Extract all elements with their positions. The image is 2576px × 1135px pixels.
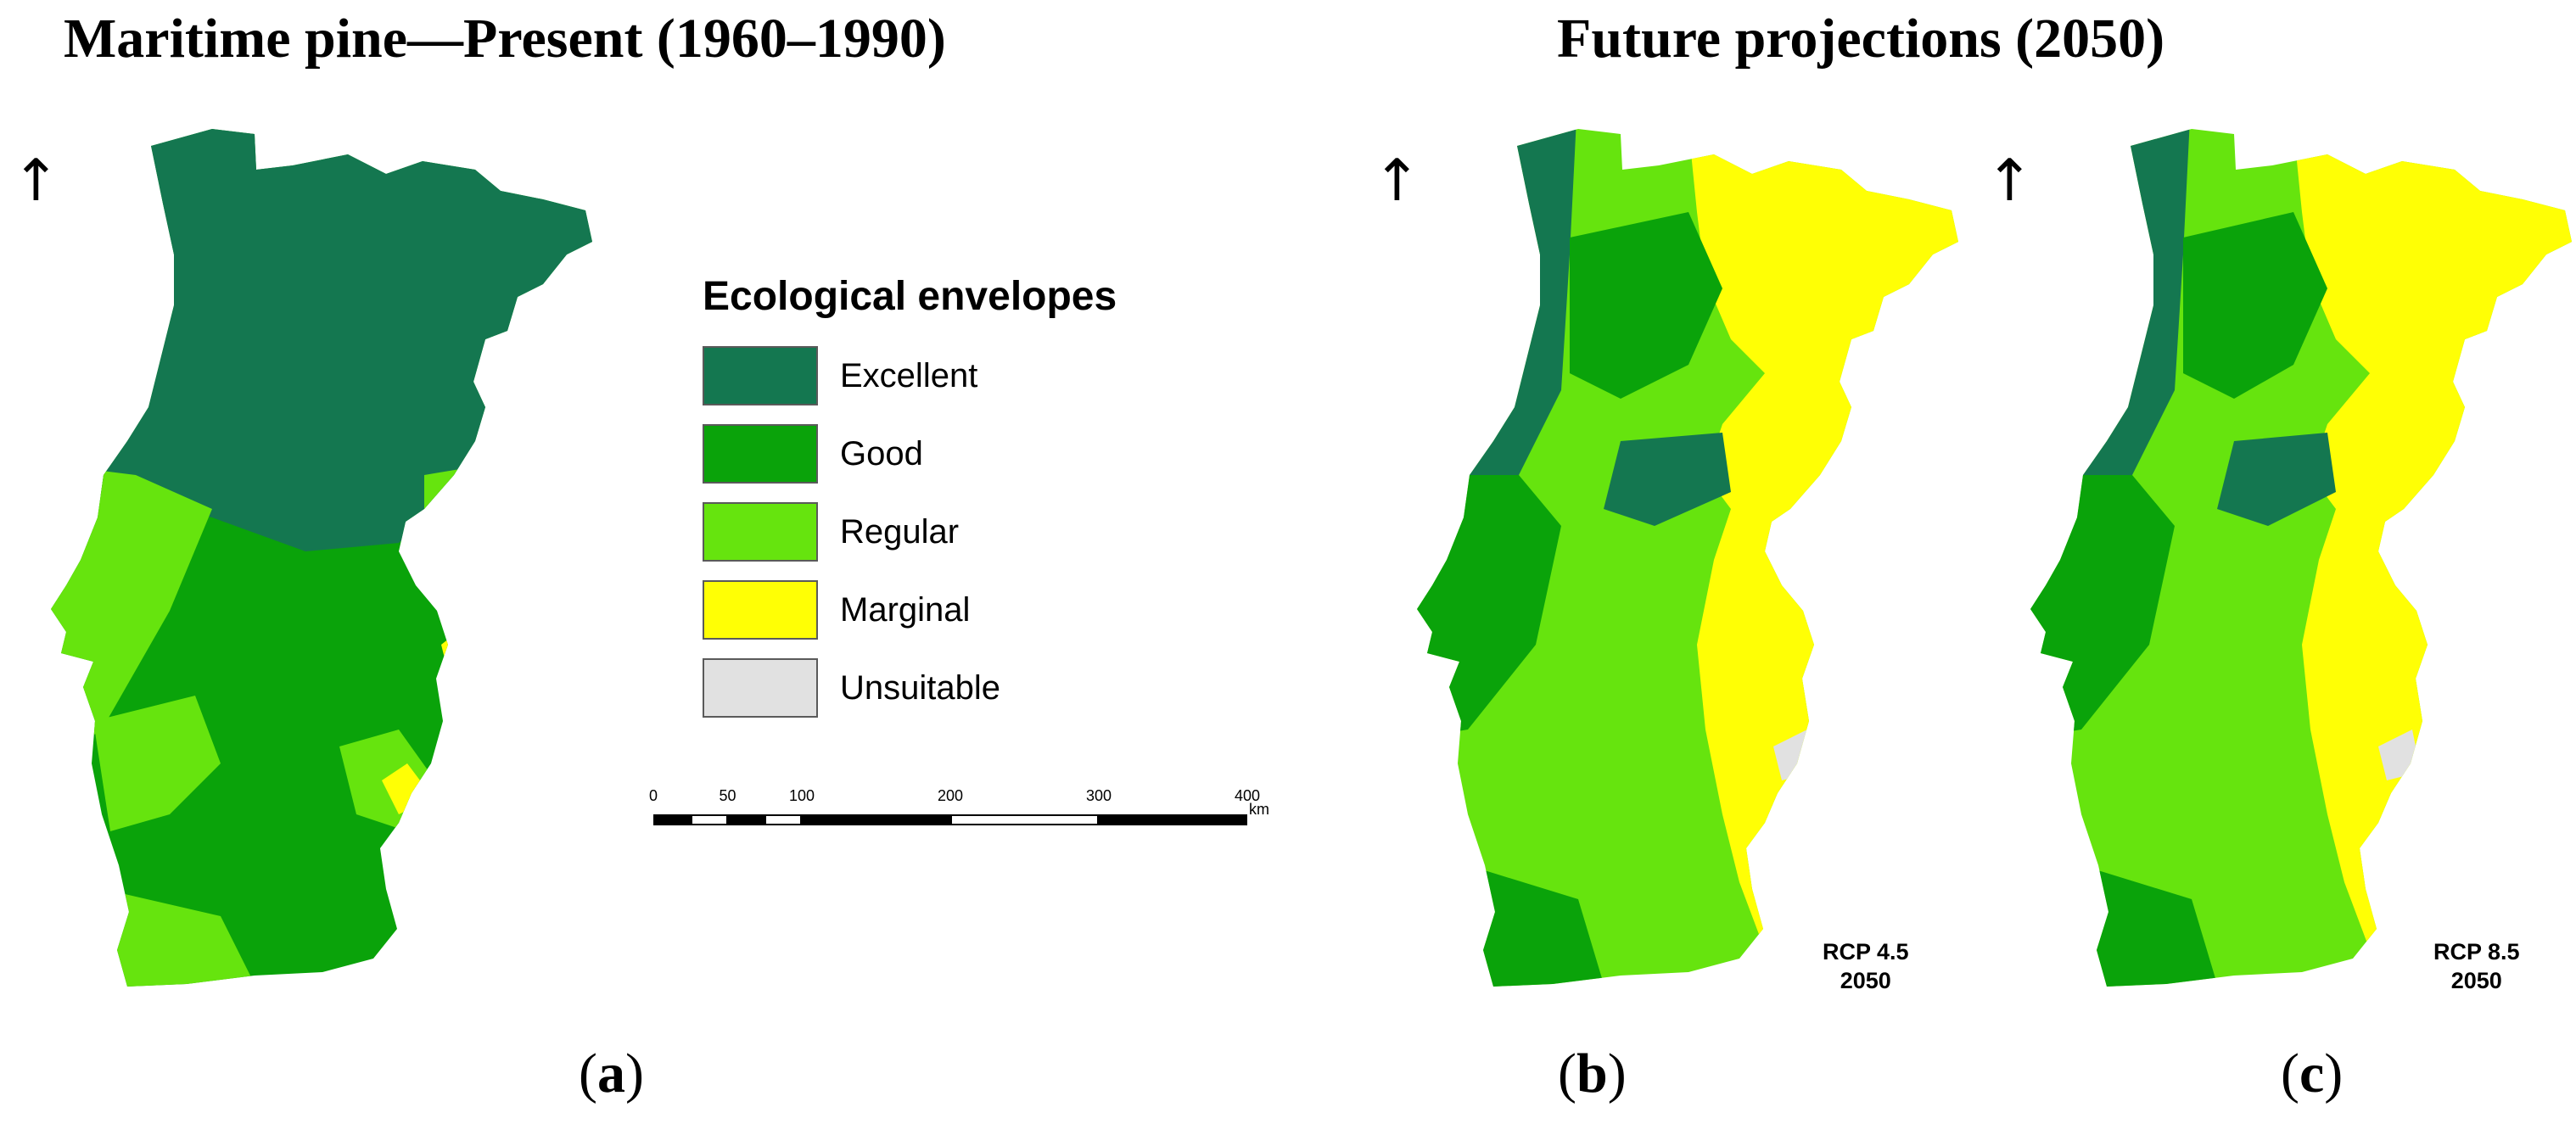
title-future: Future projections (2050) xyxy=(1557,8,2165,70)
scale-segment-2 xyxy=(727,814,765,825)
legend-swatch-excellent xyxy=(703,346,818,405)
legend-swatch-regular xyxy=(703,502,818,562)
scale-unit: km xyxy=(1249,801,1269,818)
scale-tick-400: 400 xyxy=(1234,787,1261,804)
scenario-label-c: RCP 8.5 2050 xyxy=(2433,937,2520,995)
legend-title: Ecological envelopes xyxy=(703,274,1117,319)
scale-segment-6 xyxy=(1099,814,1247,825)
legend-item-marginal: Marginal xyxy=(703,571,1117,649)
map-b-fill xyxy=(1417,129,1958,987)
map-rcp45 xyxy=(1417,129,1958,987)
legend-label-marginal: Marginal xyxy=(840,590,971,629)
north-arrow-icon-a: ↑ xyxy=(12,148,60,215)
scale-segment-3 xyxy=(764,814,802,825)
scale-bar: 0 50 100 200 300 400 km xyxy=(649,787,1298,847)
map-c-fill xyxy=(2030,129,2572,987)
panel-label-a: (a) xyxy=(579,1043,644,1104)
legend-label-regular: Regular xyxy=(840,512,960,551)
scale-segment-0 xyxy=(653,814,691,825)
scale-tick-100: 100 xyxy=(788,787,815,804)
legend-item-unsuitable: Unsuitable xyxy=(703,649,1117,727)
legend-label-good: Good xyxy=(840,434,923,472)
scale-tick-200: 200 xyxy=(937,787,964,804)
panel-label-c: (c) xyxy=(2281,1043,2344,1104)
scenario-label-b: RCP 4.5 2050 xyxy=(1823,937,1909,995)
scenario-b-line1: RCP 4.5 xyxy=(1823,939,1909,964)
legend-item-regular: Regular xyxy=(703,493,1117,571)
scale-segment-4 xyxy=(802,814,950,825)
legend-swatch-unsuitable xyxy=(703,658,818,718)
scale-segment-5 xyxy=(950,814,1099,825)
map-a-fill xyxy=(51,129,592,987)
scale-tick-0: 0 xyxy=(648,787,658,804)
scale-tick-50: 50 xyxy=(719,787,736,804)
legend-item-good: Good xyxy=(703,415,1117,493)
scenario-b-line2: 2050 xyxy=(1840,968,1891,993)
legend-item-excellent: Excellent xyxy=(703,337,1117,415)
scenario-c-line1: RCP 8.5 xyxy=(2433,939,2520,964)
scale-tick-300: 300 xyxy=(1085,787,1112,804)
north-arrow-icon-b: ↑ xyxy=(1373,148,1421,215)
panel-label-b: (b) xyxy=(1558,1043,1627,1104)
legend: Ecological envelopes Excellent Good Regu… xyxy=(703,273,1117,727)
scale-segment-1 xyxy=(690,814,728,825)
legend-label-excellent: Excellent xyxy=(840,356,978,394)
title-present: Maritime pine—Present (1960–1990) xyxy=(64,8,946,70)
legend-swatch-good xyxy=(703,424,818,484)
legend-swatch-marginal xyxy=(703,580,818,640)
map-rcp85 xyxy=(2030,129,2572,987)
north-arrow-icon-c: ↑ xyxy=(1985,148,2034,215)
scenario-c-line2: 2050 xyxy=(2450,968,2502,993)
legend-label-unsuitable: Unsuitable xyxy=(840,668,1001,707)
